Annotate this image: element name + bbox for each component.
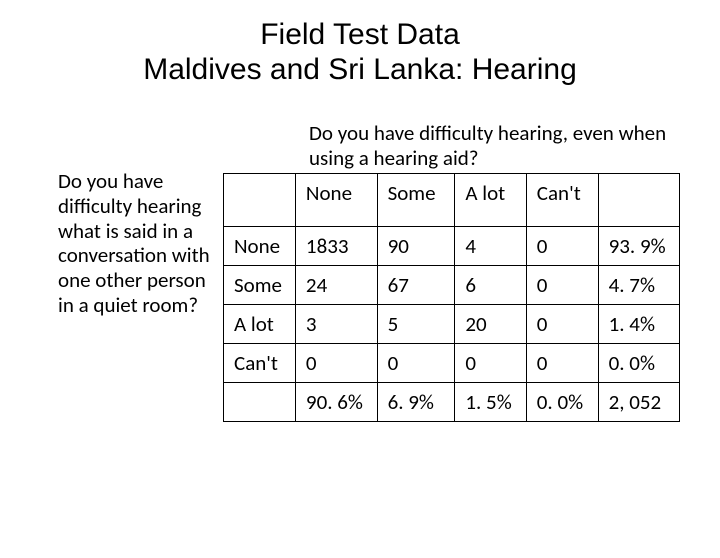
cell: 90. 6% (295, 382, 377, 421)
cell: 6 (455, 265, 526, 304)
title-line-1: Field Test Data (260, 18, 460, 51)
crosstab-table: None Some A lot Can't None 1833 90 4 0 9… (223, 173, 680, 422)
row-label: None (224, 226, 296, 265)
header-blank (224, 173, 296, 226)
table-row: None 1833 90 4 0 93. 9% (224, 226, 680, 265)
cell: 90 (377, 226, 455, 265)
header-none: None (295, 173, 377, 226)
cell: 0 (526, 304, 598, 343)
cell: 0 (526, 226, 598, 265)
cell: 1. 5% (455, 382, 526, 421)
cell: 2, 052 (598, 382, 679, 421)
row-label: Some (224, 265, 296, 304)
cell: 0 (455, 343, 526, 382)
cell: 0. 0% (598, 343, 679, 382)
table-row: 90. 6% 6. 9% 1. 5% 0. 0% 2, 052 (224, 382, 680, 421)
header-cant: Can't (526, 173, 598, 226)
row-label: Can't (224, 343, 296, 382)
cell: 1. 4% (598, 304, 679, 343)
column-question-label: Do you have difficulty hearing what is s… (58, 121, 223, 318)
header-some: Some (377, 173, 455, 226)
cell: 24 (295, 265, 377, 304)
cell: 0 (295, 343, 377, 382)
cell: 5 (377, 304, 455, 343)
content-area: Do you have difficulty hearing what is s… (0, 121, 720, 422)
cell: 6. 9% (377, 382, 455, 421)
table-header-row: None Some A lot Can't (224, 173, 680, 226)
cell: 0 (526, 265, 598, 304)
cell: 93. 9% (598, 226, 679, 265)
cell: 1833 (295, 226, 377, 265)
title-line-2: Maldives and Sri Lanka: Hearing (143, 53, 577, 86)
row-question-label: Do you have difficulty hearing, even whe… (309, 121, 680, 171)
cell: 3 (295, 304, 377, 343)
row-label: A lot (224, 304, 296, 343)
cell: 0 (377, 343, 455, 382)
cell: 20 (455, 304, 526, 343)
cell: 4 (455, 226, 526, 265)
table-row: Can't 0 0 0 0 0. 0% (224, 343, 680, 382)
cell: 0. 0% (526, 382, 598, 421)
table-region: Do you have difficulty hearing, even whe… (223, 121, 680, 422)
row-label (224, 382, 296, 421)
cell: 0 (526, 343, 598, 382)
table-row: Some 24 67 6 0 4. 7% (224, 265, 680, 304)
header-blank-end (598, 173, 679, 226)
slide-title: Field Test Data Maldives and Sri Lanka: … (0, 18, 720, 87)
cell: 67 (377, 265, 455, 304)
cell: 4. 7% (598, 265, 679, 304)
header-alot: A lot (455, 173, 526, 226)
table-row: A lot 3 5 20 0 1. 4% (224, 304, 680, 343)
